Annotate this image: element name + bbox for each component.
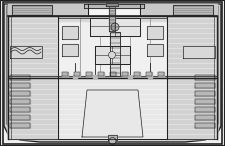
Polygon shape [73,75,77,78]
Polygon shape [62,72,68,76]
Polygon shape [148,75,152,78]
Polygon shape [82,90,143,137]
Polygon shape [167,16,217,78]
Polygon shape [195,115,215,120]
Polygon shape [8,4,85,16]
Polygon shape [10,107,30,112]
Polygon shape [108,135,117,140]
Polygon shape [143,4,217,16]
Polygon shape [62,26,78,39]
Polygon shape [8,78,58,139]
Polygon shape [84,4,144,8]
Polygon shape [183,46,215,58]
Polygon shape [195,75,215,80]
Polygon shape [195,83,215,88]
Polygon shape [86,72,92,76]
Polygon shape [58,16,167,21]
Polygon shape [195,91,215,96]
Polygon shape [110,32,120,76]
Polygon shape [62,44,78,56]
Polygon shape [10,115,30,120]
Polygon shape [88,4,140,16]
Polygon shape [195,107,215,112]
Polygon shape [58,78,167,139]
Circle shape [108,52,115,59]
Polygon shape [110,72,116,76]
Polygon shape [8,76,217,78]
Polygon shape [74,72,80,76]
Polygon shape [10,75,30,80]
Polygon shape [10,83,30,88]
Polygon shape [58,16,167,78]
Polygon shape [90,18,140,36]
Circle shape [109,138,116,145]
Polygon shape [10,123,30,128]
Polygon shape [106,3,118,6]
Polygon shape [147,44,163,56]
Polygon shape [93,75,97,78]
Polygon shape [128,75,132,78]
Polygon shape [167,78,217,139]
Polygon shape [10,99,30,104]
Polygon shape [10,91,30,96]
Polygon shape [195,99,215,104]
Polygon shape [195,123,215,128]
Polygon shape [109,4,115,31]
Polygon shape [10,46,42,58]
Polygon shape [95,46,130,64]
Polygon shape [7,124,218,139]
Circle shape [111,23,119,31]
Polygon shape [8,4,217,16]
Polygon shape [4,4,221,142]
Polygon shape [122,72,128,76]
Polygon shape [8,16,58,78]
Polygon shape [173,5,213,15]
Polygon shape [134,72,140,76]
Polygon shape [146,72,152,76]
Polygon shape [7,6,218,139]
Polygon shape [98,72,104,76]
Polygon shape [158,72,164,76]
Polygon shape [12,5,52,15]
Polygon shape [147,26,163,39]
